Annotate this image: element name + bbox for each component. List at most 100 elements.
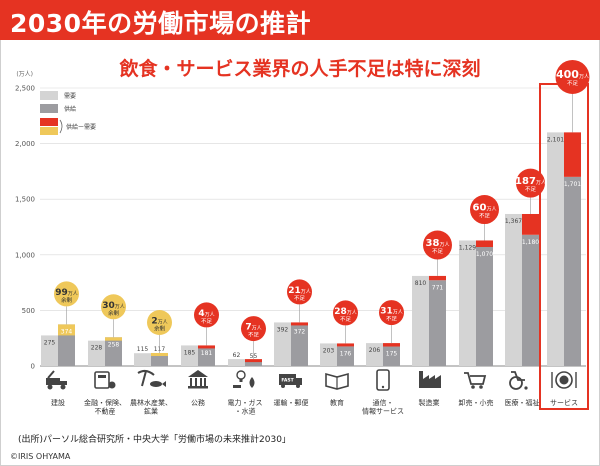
bar-gap [383,343,400,347]
bar-gap [522,213,539,235]
gap-badge-value: 7万人 [245,323,261,333]
bar-gap [105,337,122,341]
bar-supply [245,359,262,366]
category-label: 教育 [330,398,344,407]
construction-icon [46,370,67,390]
bar-demand [274,322,291,366]
bar-demand [547,132,564,366]
bar-gap [58,324,75,336]
government-icon [188,370,208,389]
icon-part [479,385,483,389]
icon-part: FAST [281,378,294,384]
category-label: 電力・ガス [228,398,263,407]
category-label: 不動産 [95,407,116,416]
icon-part [511,371,525,381]
icon-part [236,370,246,380]
bar-demand [228,359,245,366]
gap-badge [194,302,219,328]
data-label-demand: 203 [323,347,335,354]
gap-badge-word: 不足 [432,248,444,255]
icon-part [464,372,487,385]
legend-label-demand: 需要 [64,93,76,100]
gap-badge-value: 4万人 [198,309,214,319]
finance-icon [94,371,116,389]
category-label: 運輸・郵便 [274,398,309,407]
data-label-supply: 175 [386,351,398,358]
bar-demand [41,335,58,366]
bar-demand [505,213,522,366]
y-tick-label: 2,000 [15,140,35,148]
icon-part [195,378,197,386]
category-label: 卸売・小売 [459,398,494,407]
icon-part [279,374,296,385]
bar-gap [151,352,168,356]
gap-badge-value: 21万人 [288,286,311,296]
data-label-demand: 62 [233,352,241,359]
data-label-supply: 176 [340,350,352,357]
y-tick-label: 500 [22,307,35,315]
icon-part [141,370,147,387]
bar-demand [88,340,105,366]
bar-demand [459,240,476,366]
gap-badge-word: 不足 [201,318,213,325]
icon-part [419,371,441,388]
data-label-supply: 374 [61,328,73,335]
gap-badge [147,309,172,335]
data-label-supply: 1,701 [564,181,581,188]
bar-supply [522,234,539,366]
bar-demand [412,275,429,366]
category-label: 公務 [191,398,205,407]
source-note: (出所)パーソル総合研究所・中央大学「労働市場の未来推計2030」 [18,435,291,445]
gap-badge [423,230,452,260]
icon-part [162,381,166,387]
legend-label-gap: 供給ー需要 [66,123,96,131]
data-label-supply: 372 [294,329,306,336]
bar-supply [476,247,493,366]
icon-part [60,384,66,390]
icon-part [150,381,162,387]
icon-part [47,370,55,379]
icon-part [94,371,110,389]
category-label: 金融・保険、 [84,398,126,407]
factory-icon [419,371,441,388]
icon-part [233,385,241,388]
icon-part [555,371,573,389]
bar-gap [245,359,262,363]
data-label-demand: 275 [44,339,56,346]
legend-swatch-shortage [40,118,58,126]
bar-supply [291,324,308,366]
telecom-icon [376,369,390,391]
gap-badge-value: 99万人 [55,288,78,298]
bar-gap [564,132,581,177]
y-tick-label: 2,500 [15,85,35,93]
icon-part [524,386,528,390]
gap-badge-word: 不足 [294,295,306,302]
data-label-demand: 206 [369,347,381,354]
bar-demand [320,343,337,366]
gap-badge [101,294,126,320]
bar-gap [429,275,446,281]
icon-part [108,381,116,389]
icon-part [376,369,390,391]
data-label-supply: 181 [201,350,213,357]
category-label: 情報サービス [362,407,404,416]
gap-badge [333,300,358,326]
category-label: サービス [550,398,578,407]
data-label-supply: 258 [108,341,120,348]
gap-badge [470,195,499,225]
icon-part [296,378,302,385]
category-label: 医療・福祉 [505,398,540,407]
category-label: 鉱業 [144,407,158,416]
icon-part [249,377,255,388]
icon-part [509,376,523,390]
data-label-demand: 810 [415,280,427,287]
icon-part [281,384,285,388]
icon-part [471,385,475,389]
y-tick-label: 1,000 [15,251,35,259]
gap-badge-word: 不足 [248,332,260,339]
data-label-demand: 228 [91,345,103,352]
bar-gap [337,343,354,347]
bar-demand [366,343,383,366]
bar-gap [291,322,308,326]
